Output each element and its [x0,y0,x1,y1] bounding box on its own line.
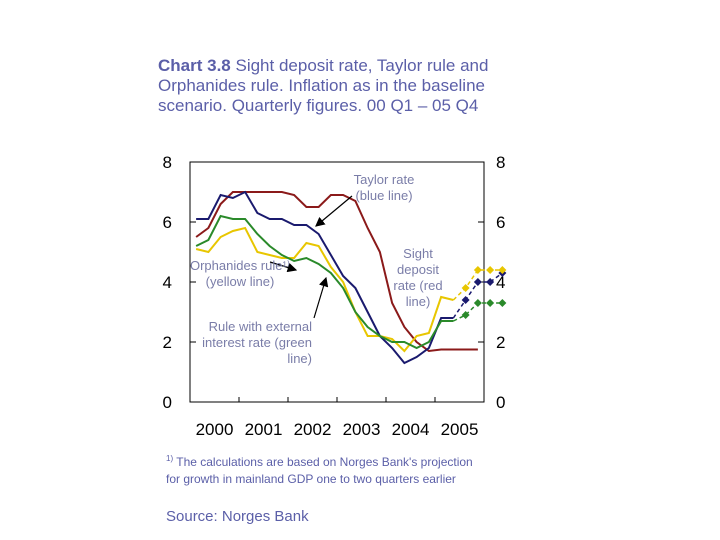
annotation-orphanides: Orphanides rule¹⁾ [190,258,290,273]
x-tick-label: 2001 [245,420,283,439]
chart-title: Chart 3.8 Sight deposit rate, Taylor rul… [158,56,518,116]
y-tick-label-left: 0 [163,393,172,412]
chart-series [195,190,507,365]
series-line [195,214,454,350]
external-arrow [313,276,329,319]
projection-marker [498,299,507,307]
footnote: 1) The calculations are based on Norges … [166,450,486,488]
taylor-arrow [315,195,353,227]
chart-axes: 0 0 2 2 4 4 6 6 8 8 2000 2001 2002 2003 2004 2005 [163,153,506,439]
annotation-sight: rate (red [393,278,442,293]
y-tick-label-left: 4 [163,273,172,292]
projection-marker [498,266,507,274]
y-tick-label-left: 2 [163,333,172,352]
annotation-sight: line) [406,294,431,309]
source-note: Source: Norges Bank [166,508,309,525]
projection-marker [473,299,482,307]
series-line [196,190,454,365]
y-tick-label-right: 2 [496,333,505,352]
x-tick-label: 2002 [294,420,332,439]
y-tick-label-left: 6 [163,213,172,232]
annotation-taylor: (blue line) [355,188,412,203]
projection-marker [461,284,470,292]
x-tick-label: 2003 [343,420,381,439]
annotation-external: interest rate (green [202,335,312,350]
projection-marker [473,278,482,286]
projection-marker [461,311,470,319]
footnote-marker: 1) [166,454,174,463]
annotation-sight: deposit [397,262,439,277]
annotation-orphanides: (yellow line) [206,274,275,289]
chart-annotations: Taylor rate(blue line) Orphanides rule¹⁾(… [190,172,443,366]
annotation-arrows [269,195,353,319]
annotation-external: Rule with external [209,319,312,334]
y-tick-label-right: 6 [496,213,505,232]
projection-marker [486,278,495,286]
projection-marker [486,299,495,307]
chart-number: Chart 3.8 [158,56,231,75]
projection-marker [473,266,482,274]
annotation-taylor: Taylor rate [354,172,415,187]
annotation-sight: Sight [403,246,433,261]
x-tick-label: 2005 [441,420,479,439]
y-tick-label-right: 8 [496,153,505,172]
y-tick-label-right: 0 [496,393,505,412]
projection-marker [461,296,470,304]
series-line [195,226,454,353]
annotation-external: line) [287,351,312,366]
orphanides-arrow [269,261,298,273]
y-tick-label-left: 8 [163,153,172,172]
y-tick-label-right: 4 [496,273,505,292]
footnote-text: The calculations are based on Norges Ban… [166,455,473,486]
x-tick-label: 2004 [392,420,430,439]
chart-title-text: Sight deposit rate, Taylor rule and Orph… [158,56,489,115]
projection-marker [486,266,495,274]
x-tick-label: 2000 [196,420,234,439]
